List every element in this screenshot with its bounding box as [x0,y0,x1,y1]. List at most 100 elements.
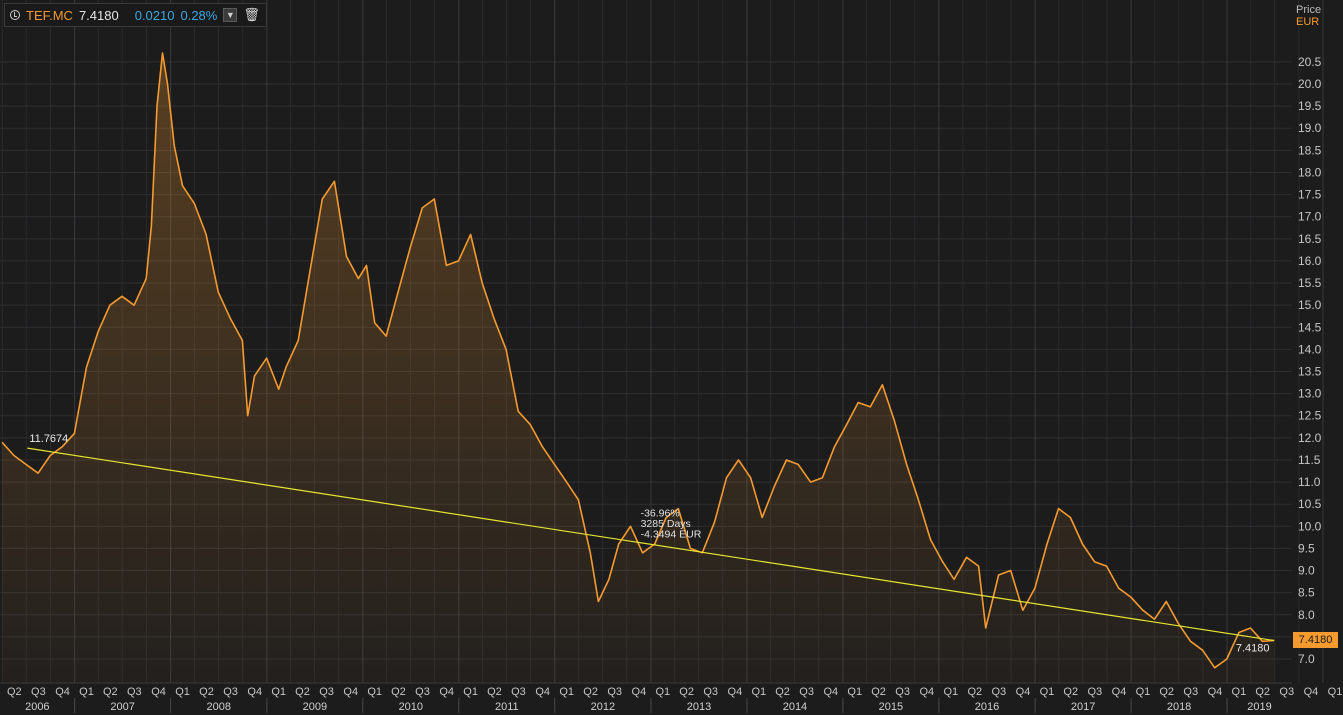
ticker-label[interactable]: TEF.MC [26,7,73,23]
quarter-label: Q4 [632,686,647,698]
y-tick-label: 18.0 [1298,165,1322,179]
quarter-label: Q2 [199,686,214,698]
y-tick-label: 12.0 [1298,431,1322,445]
year-label: 2012 [591,701,615,713]
chevron-down-icon[interactable]: ▼ [223,8,238,22]
quarter-label: Q1 [655,686,670,698]
quarter-label: Q3 [1183,686,1198,698]
y-tick-label: 16.0 [1298,254,1322,268]
trendline-start-label: 11.7674 [29,433,68,445]
quarter-label: Q4 [823,686,838,698]
y-tick-label: 17.0 [1298,210,1322,224]
year-label: 2009 [303,701,327,713]
series-area [2,53,1275,683]
quarter-label: Q4 [919,686,934,698]
series-line [1,52,1275,669]
quarter-label: Q3 [895,686,910,698]
quarter-label: Q2 [487,686,502,698]
year-label: 2010 [399,701,423,713]
quarter-label: Q2 [295,686,310,698]
y-tick-label: 12.5 [1298,409,1322,423]
change-value: 0.0210 [134,7,175,23]
y-tick-label: 11.0 [1298,475,1321,489]
trash-icon[interactable]: 🗑 [243,7,260,22]
year-label: 2019 [1247,701,1271,713]
quarter-label: Q4 [535,686,550,698]
quarter-label: Q4 [1304,686,1319,698]
quarter-label: Q3 [991,686,1006,698]
quarter-label: Q2 [967,686,982,698]
trendline-end-label: 7.4180 [1236,643,1270,655]
instrument-legend[interactable]: TEF.MC 7.4180 0.0210 0.28% ▼ 🗑 [4,3,267,27]
year-label: 2015 [879,701,903,713]
quarter-label: Q1 [1040,686,1055,698]
quarter-label: Q3 [31,686,46,698]
quarter-label: Q1 [751,686,766,698]
y-tick-label: 18.5 [1298,143,1322,157]
quarter-label: Q2 [103,686,118,698]
quarter-label: Q1 [1328,686,1343,698]
y-tick-label: 13.5 [1298,365,1322,379]
quarter-label: Q4 [1016,686,1031,698]
time-axis[interactable]: Q2 Q3 Q4 Q1 Q2 Q3 Q4 Q1 Q2 Q3 Q4 Q1 Q2 Q3 Q4 Q1 Q2 Q3 Q4 Q1… [0,682,1343,713]
currency-label: EUR [1296,16,1320,28]
y-tick-label: 14.5 [1298,320,1322,334]
quarter-label: Q2 [583,686,598,698]
trendline-stat: -36.96% [641,507,680,519]
y-tick-label: 19.0 [1298,121,1322,135]
y-tick-label: 10.0 [1298,519,1322,533]
price-axis-title: Price [1296,4,1322,16]
quarter-label: Q3 [319,686,334,698]
trendline-stat: -4.3494 EUR [641,528,702,540]
last-value-tag: 7.4180 [1293,632,1338,648]
y-tick-label: 11.5 [1298,453,1321,467]
y-tick-label: 14.0 [1298,342,1322,356]
y-tick-label: 19.5 [1298,99,1322,113]
y-tick-label: 9.0 [1298,564,1315,578]
y-tick-label: 15.5 [1298,276,1322,290]
quarter-label: Q1 [944,686,959,698]
y-tick-label: 9.5 [1298,541,1315,555]
year-label: 2008 [207,701,231,713]
quarter-label: Q2 [1063,686,1078,698]
y-tick-label: 8.5 [1298,586,1315,600]
quarter-label: Q2 [7,686,22,698]
trendline [27,447,1274,642]
y-tick-label: 10.5 [1298,497,1322,511]
trendline-stat: 3285 Days [641,518,691,530]
quarter-label: Q2 [1159,686,1174,698]
trendline-layer[interactable]: 11.7674 7.4180 -36.96%3285 Days-4.3494 EUR [27,433,1274,655]
quarter-label: Q4 [343,686,358,698]
quarter-label: Q3 [1279,686,1294,698]
clock-icon [10,10,20,20]
quarter-label: Q4 [247,686,262,698]
price-axis[interactable]: 7.07.58.08.59.09.510.010.511.011.512.012… [1298,55,1322,666]
quarter-label: Q4 [151,686,166,698]
quarter-label: Q1 [175,686,190,698]
year-label: 2011 [495,701,519,713]
quarter-label: Q3 [415,686,430,698]
y-tick-label: 7.0 [1298,652,1315,666]
quarter-label: Q4 [1208,686,1223,698]
series-layer [1,52,1275,683]
change-percent: 0.28% [180,7,218,23]
quarter-label: Q3 [127,686,142,698]
quarter-label: Q3 [1087,686,1102,698]
quarter-label: Q1 [79,686,94,698]
quarter-label: Q4 [1112,686,1127,698]
quarter-label: Q1 [271,686,286,698]
quarter-label: Q1 [559,686,574,698]
quarter-label: Q1 [1136,686,1151,698]
y-tick-label: 20.5 [1298,55,1322,69]
y-tick-label: 16.5 [1298,232,1322,246]
y-tick-label: 8.0 [1298,608,1315,622]
quarter-label: Q1 [463,686,478,698]
year-label: 2017 [1071,701,1095,713]
y-tick-label: 13.0 [1298,387,1322,401]
quarter-label: Q1 [1232,686,1247,698]
quarter-label: Q2 [871,686,886,698]
year-label: 2014 [783,701,807,713]
quarter-label: Q2 [679,686,694,698]
quarter-label: Q3 [607,686,622,698]
